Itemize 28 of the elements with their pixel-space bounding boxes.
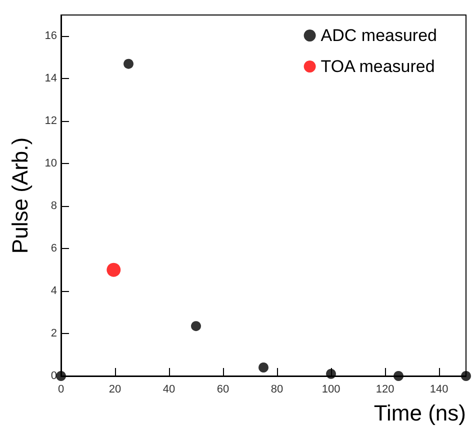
x-tick-label: 80 [270,384,284,396]
x-tick-label: 100 [322,384,340,396]
y-tick-label: 16 [44,30,57,42]
legend-label: TOA measured [320,57,435,76]
point [258,362,268,373]
point [394,371,404,381]
y-tick-label: 12 [44,115,57,128]
x-tick-label: 40 [162,384,176,396]
x-tick-label: 120 [376,384,394,396]
x-tick-label: 60 [216,384,230,396]
y-tick-label: 2 [50,328,57,340]
point [326,368,336,379]
legend-label: ADC measured [320,26,438,45]
point [56,371,66,381]
y-axis-title: Pulse (Arb.) [8,137,32,254]
y-tick-label: 4 [50,285,57,298]
y-tick-label: 10 [44,158,57,170]
y-tick-label: 0 [50,370,57,382]
x-tick-label: 140 [430,384,448,396]
y-tick-label: 14 [44,72,57,85]
point [191,321,201,332]
x-axis-title: Time (ns) [374,400,466,426]
x-tick-label: 20 [108,384,122,396]
point [461,371,471,381]
point [124,58,134,69]
y-tick-label: 8 [50,200,57,212]
point [106,262,121,277]
y-tick-label: 6 [50,242,57,255]
